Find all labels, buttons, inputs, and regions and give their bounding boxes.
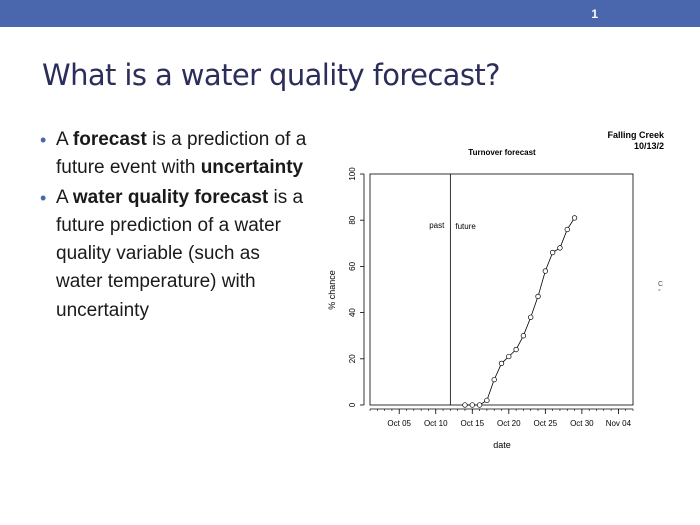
x-tick-label: Oct 20 [497, 419, 521, 428]
y-tick-label: 20 [348, 354, 357, 363]
y-tick-label: 40 [348, 308, 357, 317]
y-axis-label: % chance [327, 270, 337, 310]
chart-date-label: 10/13/2 [634, 141, 664, 151]
forecast-point [469, 402, 475, 408]
slide-number: 1 [591, 7, 598, 21]
slide-title: What is a water quality forecast? [42, 58, 501, 92]
forecast-point [520, 333, 527, 339]
y-tick-label: 0 [348, 402, 357, 407]
forecast-point [491, 376, 497, 383]
future-label: future [455, 222, 476, 231]
x-tick-label: Oct 30 [570, 419, 594, 428]
bullet-bold-text: forecast [72, 129, 147, 150]
forecast-point [571, 215, 578, 221]
bullet-bold-text: water quality forecast [72, 186, 269, 208]
bullet-item: • A water quality forecast is a future pr… [40, 184, 310, 325]
forecast-point [476, 402, 483, 408]
forecast-point [498, 360, 505, 367]
forecast-point [462, 402, 468, 408]
bullet-item: • A forecast is a prediction of a future … [40, 126, 310, 183]
cropped-edge-text: C [658, 281, 664, 288]
chart-title: Turnover forecast [468, 148, 536, 157]
forecast-point [513, 346, 519, 353]
forecast-point [484, 397, 490, 404]
bullet-text: A [56, 129, 73, 150]
bullet-list: • A forecast is a prediction of a future … [40, 126, 310, 326]
y-tick-label: 100 [348, 167, 357, 181]
chart-site-label: Falling Creek [607, 130, 665, 140]
bullet-text: is a future prediction of a water qualit… [56, 186, 304, 321]
forecast-point [557, 245, 563, 251]
x-axis-label: date [493, 440, 511, 450]
plot-frame [369, 173, 634, 406]
forecast-point [528, 314, 534, 320]
bullet-text: is a prediction of a future event with [56, 129, 307, 179]
bullet-dot-icon: • [40, 187, 47, 208]
y-tick-label: 60 [348, 261, 357, 270]
cropped-edge-dot: ° [658, 289, 661, 296]
x-tick-label: Oct 05 [387, 419, 411, 428]
x-tick-label: Oct 15 [460, 419, 484, 428]
y-tick-label: 80 [348, 215, 357, 224]
cropped-edge-glyph: C ° [658, 281, 668, 297]
forecast-point [506, 353, 512, 360]
forecast-point [542, 268, 548, 274]
forecast-point [564, 226, 570, 233]
bullet-text: A [56, 186, 73, 208]
past-label: past [429, 221, 445, 230]
x-tick-label: Oct 25 [534, 419, 558, 428]
x-tick-label: Oct 10 [424, 419, 448, 428]
forecast-point [549, 249, 556, 256]
top-banner: 1 [0, 0, 700, 27]
x-tick-label: Nov 04 [606, 419, 632, 428]
forecast-line [464, 217, 575, 406]
bullet-bold-text: uncertainty [200, 157, 304, 179]
bullet-dot-icon: • [40, 130, 47, 150]
forecast-point [535, 293, 541, 300]
